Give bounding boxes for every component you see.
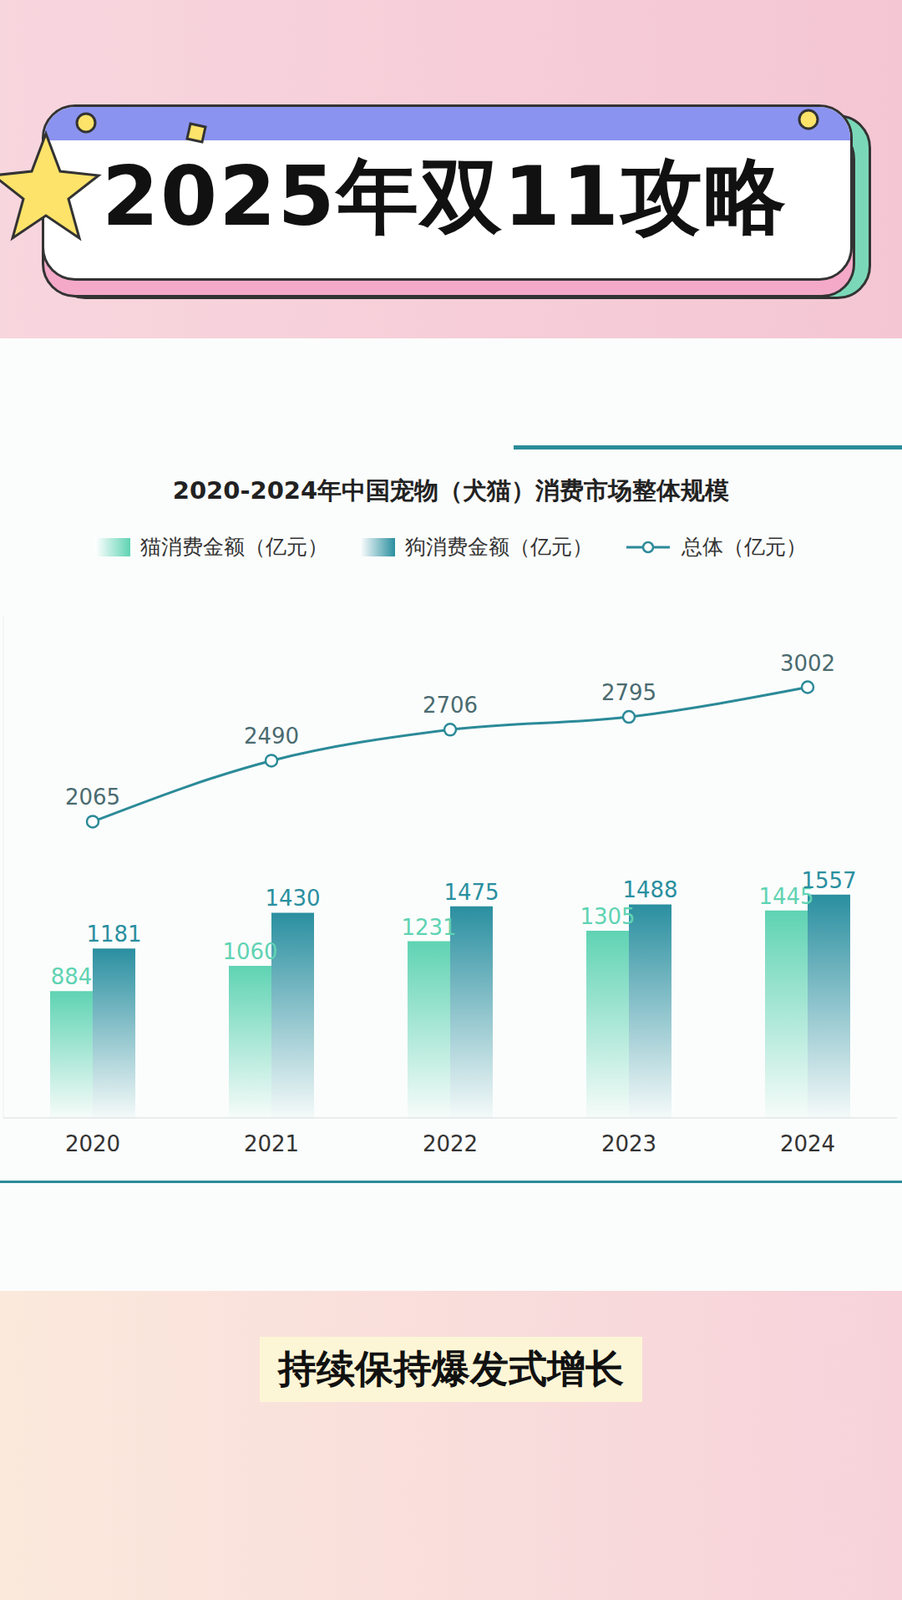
html-text:狗消费金额（亿元）: 狗消费金额（亿元） xyxy=(405,534,593,559)
svg-text:2022: 2022 xyxy=(422,1130,478,1156)
svg-text:3002: 3002 xyxy=(780,650,836,676)
html-text:猫消费金额（亿元）: 猫消费金额（亿元） xyxy=(140,534,329,559)
svg-text:1445: 1445 xyxy=(758,883,814,909)
html-text:持续保持爆发式增长: 持续保持爆发式增长 xyxy=(278,1345,624,1391)
html-text:2025年双11攻略: 2025年双11攻略 xyxy=(101,148,788,244)
svg-text:1488: 1488 xyxy=(622,876,678,902)
svg-text:2065: 2065 xyxy=(65,784,121,810)
html-text:总体（亿元）: 总体（亿元） xyxy=(681,534,807,559)
svg-text:2021: 2021 xyxy=(243,1130,299,1156)
html-text:2020-2024年中国宠物（犬猫）消费市场整体规模: 2020-2024年中国宠物（犬猫）消费市场整体规模 xyxy=(172,476,730,505)
svg-text:1181: 1181 xyxy=(86,921,142,947)
svg-text:1475: 1475 xyxy=(443,879,499,905)
svg-text:1305: 1305 xyxy=(579,903,635,929)
svg-text:2024: 2024 xyxy=(780,1130,836,1156)
svg-text:1060: 1060 xyxy=(222,938,278,964)
svg-text:1430: 1430 xyxy=(264,885,320,911)
svg-text:2020: 2020 xyxy=(65,1130,121,1156)
svg-text:1231: 1231 xyxy=(400,914,457,940)
svg-text:2023: 2023 xyxy=(601,1130,657,1156)
svg-text:1557: 1557 xyxy=(800,867,857,893)
svg-text:2795: 2795 xyxy=(601,679,657,705)
svg-text:2706: 2706 xyxy=(422,692,478,718)
svg-text:2490: 2490 xyxy=(243,723,299,749)
svg-text:884: 884 xyxy=(50,963,93,989)
